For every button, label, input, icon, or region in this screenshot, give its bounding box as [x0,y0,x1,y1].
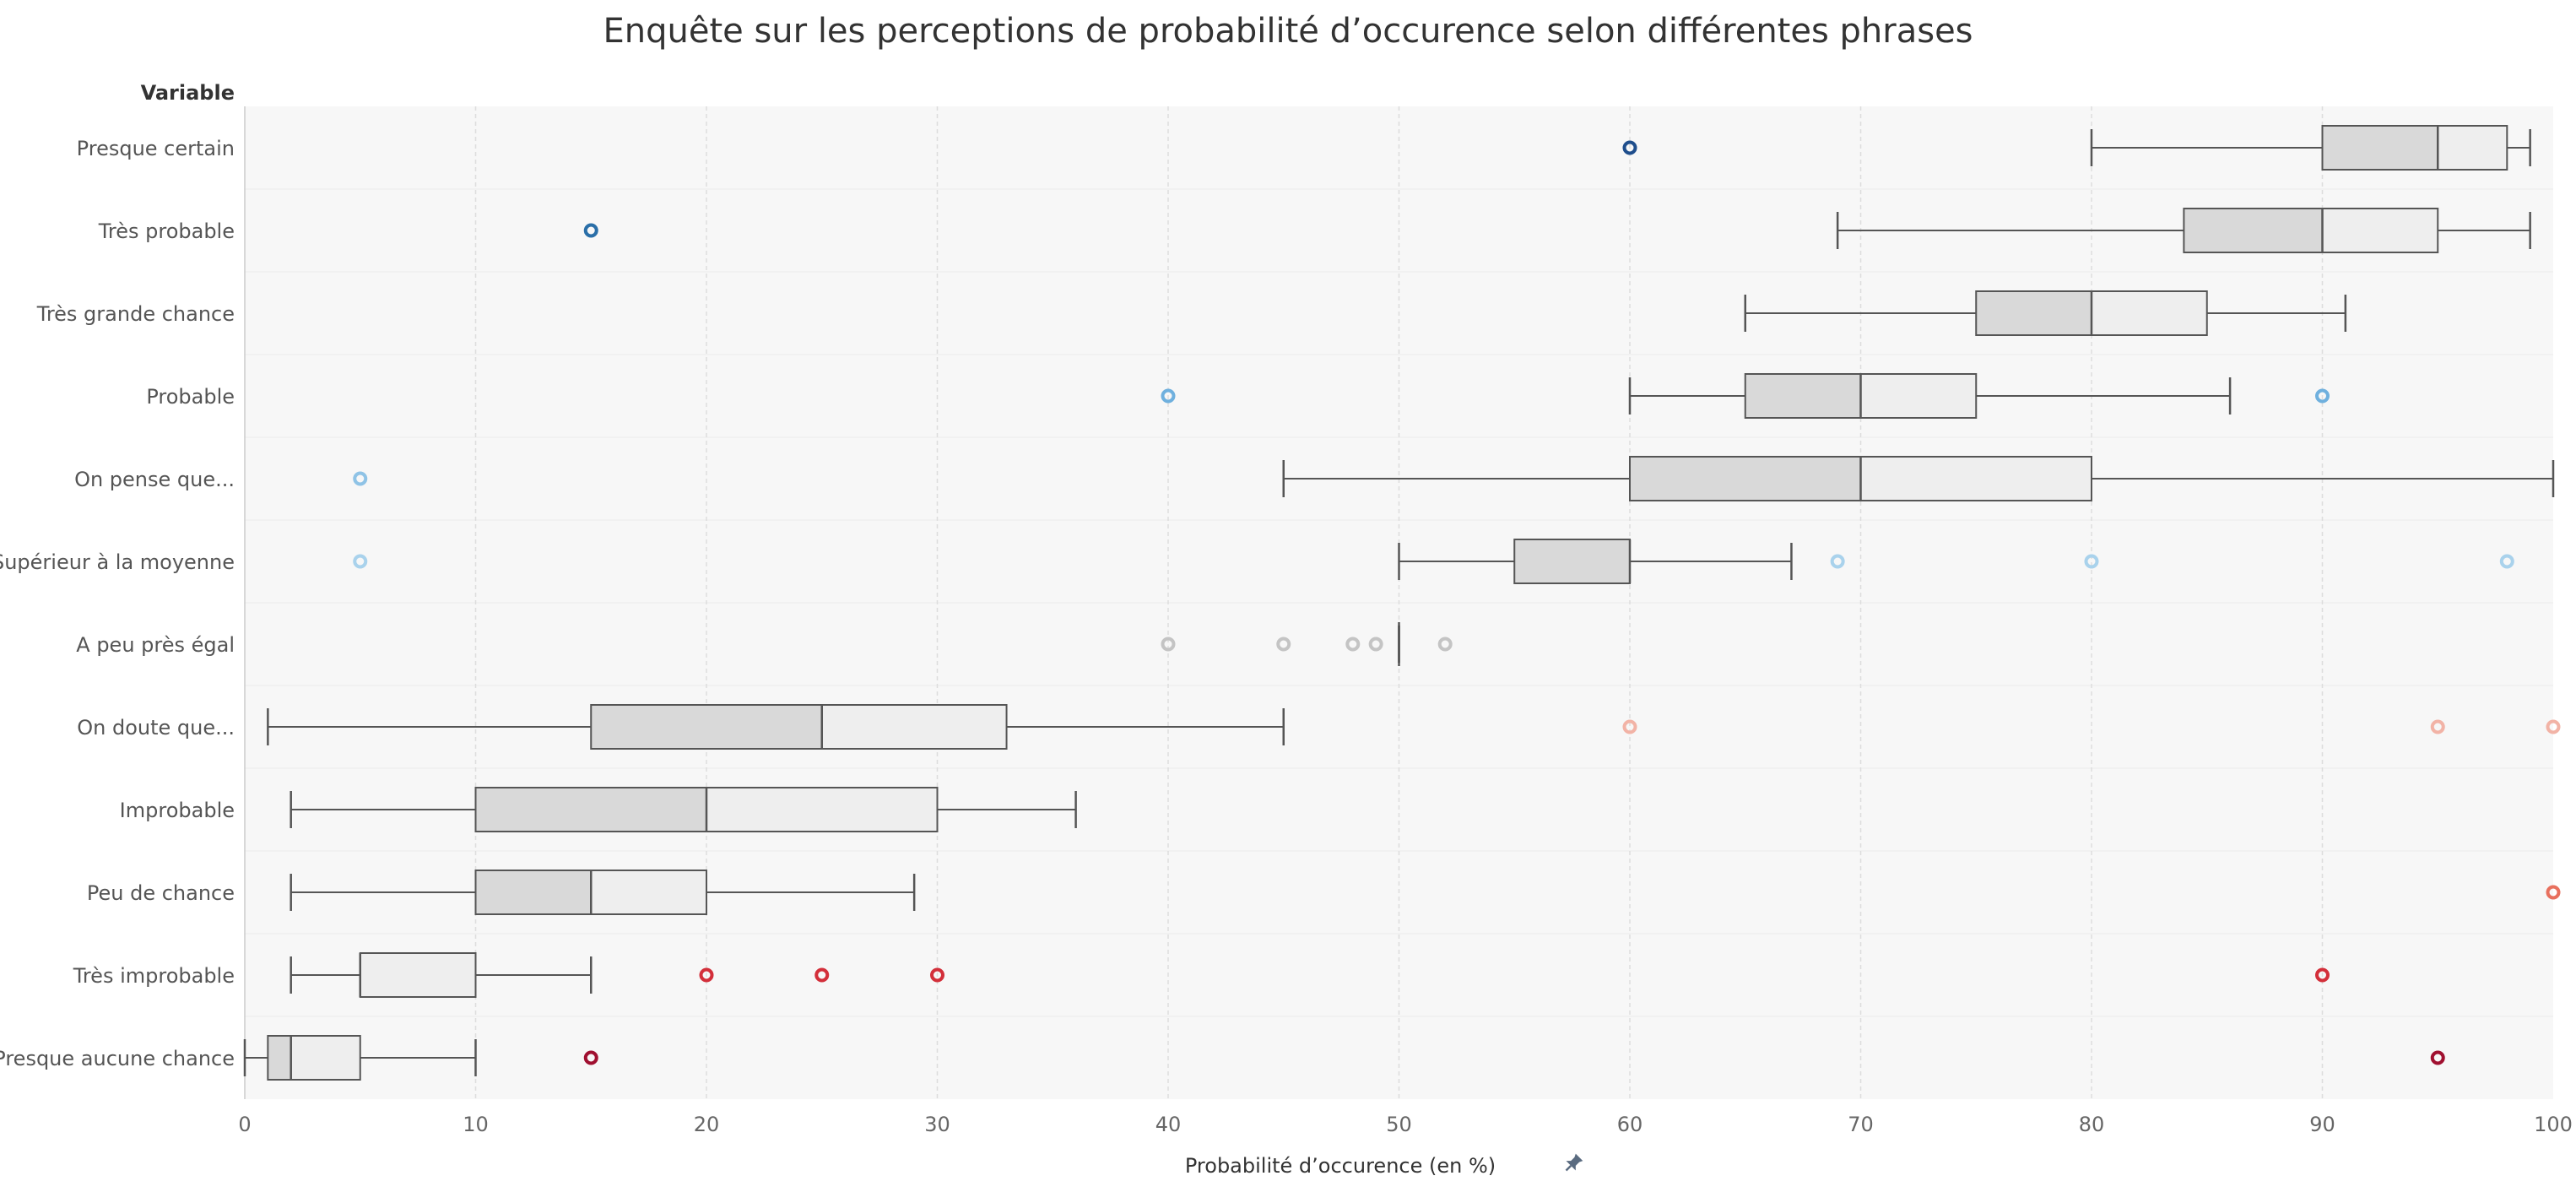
outlier-point[interactable] [583,223,598,238]
outlier-point[interactable] [1368,637,1383,652]
outlier-point[interactable] [2084,554,2099,569]
box-8[interactable] [267,704,1285,750]
outlier-point[interactable] [2315,388,2330,404]
category-label: Supérieur à la moyenne [0,550,235,574]
x-tick-label: 80 [2079,1113,2105,1136]
box-lower-half [1744,373,1862,419]
box-upper-half [359,952,477,998]
outlier-point[interactable] [2499,554,2514,569]
outlier-point[interactable] [1622,719,1637,734]
category-label: Presque certain [77,137,235,160]
box-upper-half [290,1035,361,1081]
category-label: Probable [146,385,235,409]
category-label: Très probable [98,219,235,243]
box-upper-half [2437,125,2508,171]
box-upper-half [706,787,939,832]
category-label: Très grande chance [36,302,235,326]
x-tick-label: 60 [1617,1113,1643,1136]
category-label: Très improbable [73,964,235,988]
outlier-point[interactable] [2546,885,2561,900]
box-lower-half [1629,456,1862,501]
category-label: On doute que... [77,716,235,740]
outlier-point[interactable] [814,967,830,983]
x-tick-label: 20 [694,1113,720,1136]
box-lower-half [474,870,593,915]
box-upper-half [2321,208,2439,253]
box-lower-half [1975,290,2092,336]
outlier-point[interactable] [930,967,944,983]
box-11[interactable] [290,952,593,998]
pin-icon[interactable] [1565,1152,1584,1172]
box-upper-half [820,704,1008,750]
box-3[interactable] [1744,290,2347,336]
outlier-point[interactable] [583,1050,598,1065]
category-label: A peu près égal [76,633,235,657]
x-tick-label: 10 [463,1113,489,1136]
outlier-point[interactable] [353,554,368,569]
outlier-point[interactable] [2430,719,2445,734]
box-lower-half [1513,539,1631,584]
outlier-point[interactable] [1161,637,1176,652]
category-label: Peu de chance [87,881,235,905]
x-tick-label: 30 [924,1113,950,1136]
box-9[interactable] [290,787,1077,832]
x-tick-label: 50 [1386,1113,1412,1136]
box-upper-half [1859,373,1978,419]
x-axis-title: Probabilité d’occurence (en %) [1185,1154,1496,1178]
box-5[interactable] [1282,456,2555,501]
box-2[interactable] [1836,208,2531,253]
x-tick-label: 40 [1155,1113,1182,1136]
outlier-point[interactable] [1622,140,1637,155]
category-label: On pense que... [74,468,235,491]
box-upper-half [1859,456,2092,501]
outlier-point[interactable] [1830,554,1845,569]
x-tick-label: 0 [238,1113,251,1136]
chart-title: Enquête sur les perceptions de probabili… [603,12,1973,51]
category-label: Improbable [120,799,235,822]
box-lower-half [2321,125,2439,171]
category-label: Presque aucune chance [0,1047,235,1070]
outlier-point[interactable] [1345,637,1361,652]
y-axis-header: Variable [141,81,235,105]
box-lower-half [590,704,823,750]
box-10[interactable] [290,870,916,915]
x-tick-label: 70 [1848,1113,1874,1136]
box-4[interactable] [1628,373,2232,419]
box-12[interactable] [243,1035,477,1081]
box-lower-half [474,787,707,832]
outlier-point[interactable] [1161,388,1176,404]
box-6[interactable] [1398,539,1793,584]
outlier-point[interactable] [1276,637,1291,652]
x-tick-label: 90 [2309,1113,2335,1136]
box-lower-half [267,1035,292,1081]
x-tick-label: 100 [2534,1113,2573,1136]
outlier-point[interactable] [2546,719,2561,734]
outlier-point[interactable] [353,471,368,486]
box-1[interactable] [2090,125,2531,171]
outlier-point[interactable] [2315,967,2330,983]
outlier-point[interactable] [699,967,714,983]
box-lower-half [2183,208,2324,253]
outlier-point[interactable] [1437,637,1453,652]
outlier-point[interactable] [2430,1050,2445,1065]
box-upper-half [2091,290,2208,336]
box-upper-half [590,870,707,915]
